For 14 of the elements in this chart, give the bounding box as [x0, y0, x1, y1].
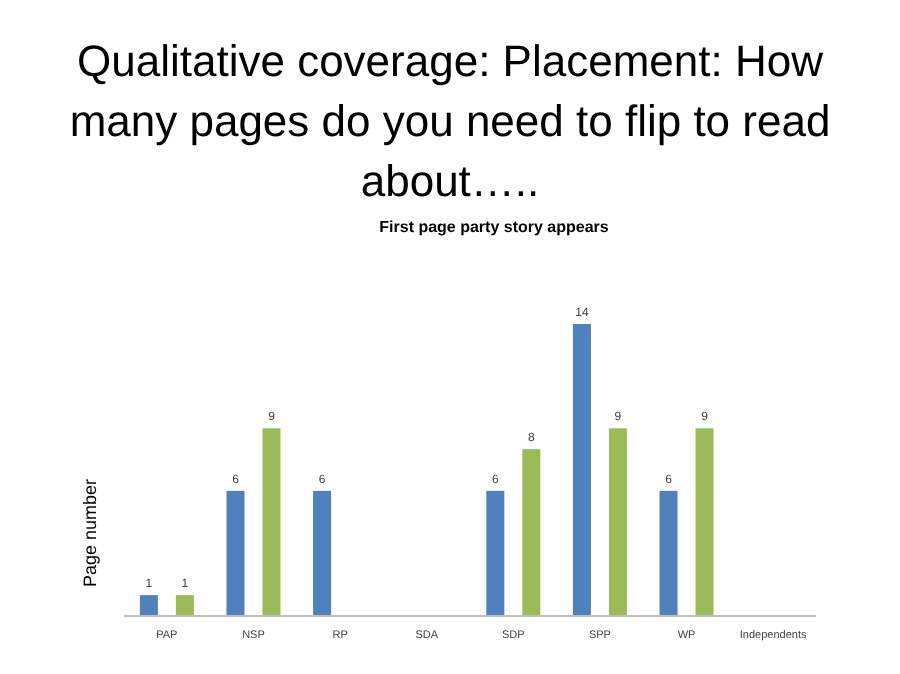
- bar: [608, 428, 627, 616]
- y-axis-title: Page number: [80, 478, 100, 588]
- bar: [572, 324, 591, 616]
- bar: [695, 428, 714, 616]
- bar: [659, 490, 678, 616]
- chart-title: Qualitative coverage: Placement: How many pages do you need to flip to read about…..: [67, 34, 833, 210]
- chart-subtitle: First page party story appears: [379, 218, 610, 236]
- bar: [522, 449, 541, 616]
- bar: [262, 428, 281, 616]
- bar: [226, 490, 245, 616]
- bar: [486, 490, 505, 616]
- bar: [175, 595, 194, 616]
- bar: [313, 490, 332, 616]
- bar: [139, 595, 158, 616]
